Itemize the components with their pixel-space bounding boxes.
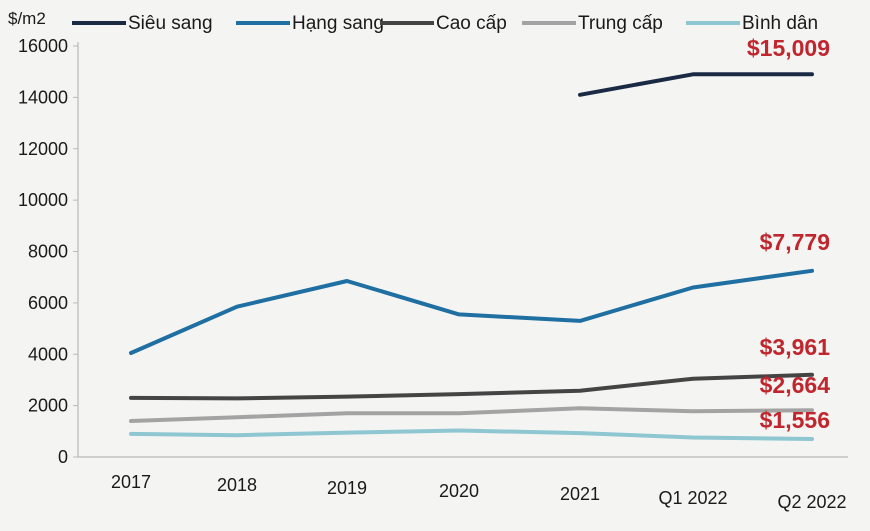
y-axis-unit-label: $/m2 xyxy=(8,9,46,28)
y-tick-label: 2000 xyxy=(28,396,68,416)
value-annotation: $7,779 xyxy=(760,229,830,255)
x-tick-label: 2019 xyxy=(327,478,367,498)
value-annotation: $1,556 xyxy=(760,407,830,433)
x-tick-label: 2017 xyxy=(111,472,151,492)
x-tick-label: 2020 xyxy=(439,481,479,501)
value-annotation: $2,664 xyxy=(760,372,831,398)
series-line-4 xyxy=(129,428,814,441)
y-tick-label: 10000 xyxy=(18,190,68,210)
series-line-2 xyxy=(129,372,814,401)
x-tick-label: 2018 xyxy=(217,475,257,495)
legend-label: Hạng sang xyxy=(292,13,384,34)
x-tick-label: 2021 xyxy=(560,484,600,504)
legend-label: Bình dân xyxy=(742,13,818,34)
y-tick-label: 4000 xyxy=(28,344,68,364)
value-annotation: $15,009 xyxy=(747,35,830,61)
y-tick-label: 12000 xyxy=(18,139,68,159)
legend-label: Cao cấp xyxy=(436,13,507,34)
y-tick-label: 8000 xyxy=(28,242,68,262)
series-line-1 xyxy=(129,268,814,355)
y-tick-label: 0 xyxy=(58,447,68,467)
y-tick-label: 16000 xyxy=(18,36,68,56)
series-line-0 xyxy=(578,72,814,97)
legend-label: Trung cấp xyxy=(578,13,663,34)
value-annotation: $3,961 xyxy=(760,334,831,360)
y-tick-label: 14000 xyxy=(18,87,68,107)
x-tick-label: Q2 2022 xyxy=(777,492,846,512)
legend-label: Siêu sang xyxy=(128,13,213,34)
series-line-3 xyxy=(129,406,814,423)
y-tick-label: 6000 xyxy=(28,293,68,313)
x-tick-label: Q1 2022 xyxy=(658,488,727,508)
